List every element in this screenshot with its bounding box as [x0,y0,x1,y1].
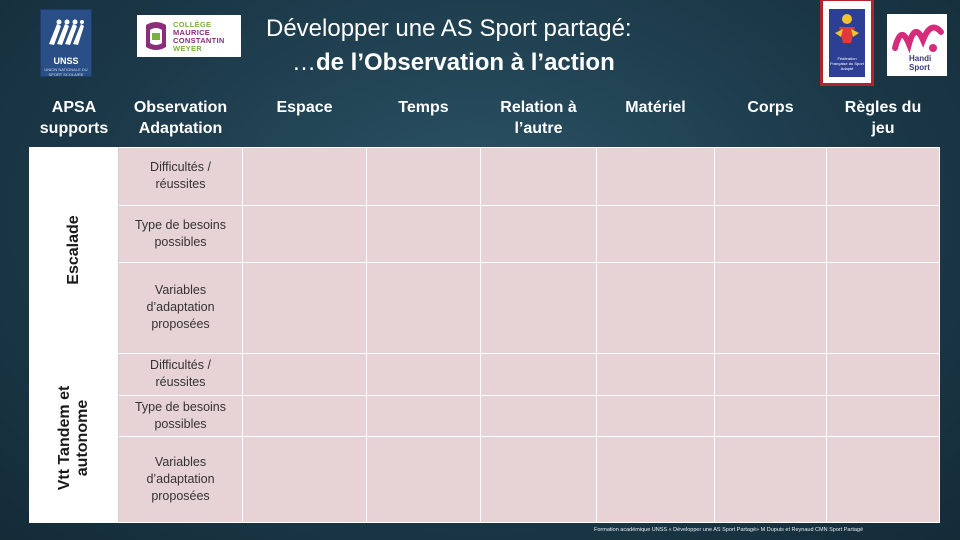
grid-cell[interactable] [242,204,367,263]
college-logo: COLLÈGE MAURICE CONSTANTIN WEYER [137,15,241,57]
footer-credit: Formation académique UNSS « Développer u… [594,527,864,533]
federation-logo: Fédération Française du Sport Adapté [820,0,874,86]
grid-cell[interactable] [242,261,367,354]
row-label-difficultes: Difficultés / réussites [118,352,243,396]
college-emblem-icon [146,22,166,50]
grid-cell[interactable] [366,146,481,206]
college-logo-line4: WEYER [173,44,203,53]
table-row: Variables d’adaptation proposées [30,261,940,354]
table-row: Type de besoins possibles [30,394,940,437]
grid-cell[interactable] [714,204,827,263]
unss-athletes-icon [49,19,84,45]
college-logo-line2: MAURICE [173,28,211,37]
grid-cell[interactable] [714,435,827,523]
handisport-swoosh-icon [892,24,944,54]
grid-cell[interactable] [480,204,597,263]
header-espace: Espace [276,99,333,116]
grid-cell[interactable] [596,261,715,354]
grid-cell[interactable] [826,435,940,523]
header-corps: Corps [747,99,794,116]
college-logo-line1: COLLÈGE [173,20,212,29]
handisport-logo-line1: Handi [909,54,932,63]
handisport-logo-text: Handi Sport [909,54,931,72]
federation-figure-icon [835,14,859,43]
header-observation-adaptation: Observation Adaptation [133,99,228,137]
grid-cell[interactable] [596,352,715,396]
table-row: Vtt Tandem et autonome Difficultés / réuss… [29,352,940,523]
activity-label: Vtt Tandem et autonome [56,385,91,490]
grid-cell[interactable] [480,352,597,396]
grid-cell[interactable] [826,261,940,354]
row-label-difficultes: Difficultés / réussites [118,146,243,206]
grid-cell[interactable] [480,394,597,437]
observation-grid: APSA supports Observation Adaptation Espac… [29,97,940,523]
grid-cell[interactable] [480,435,597,523]
grid-cell[interactable] [242,435,367,523]
grid-cell[interactable] [366,435,481,523]
grid-cell[interactable] [826,146,940,206]
grid-cell[interactable] [242,146,367,206]
row-label-variables: Variables d’adaptation proposées [118,435,243,523]
federation-emblem: Fédération Française du Sport Adapté [829,9,865,77]
handisport-logo: Handi Sport [887,14,947,76]
grid-cell[interactable] [714,394,827,437]
grid-cell[interactable] [596,435,715,523]
grid-cell[interactable] [366,394,481,437]
header-materiel: Matériel [625,99,686,116]
page-title-line1: Développer une AS Sport partagé: [266,15,632,42]
grid-cell[interactable] [366,261,481,354]
unss-logo-text: UNSS [53,56,79,66]
header-temps: Temps [398,99,449,116]
row-label-besoins: Type de besoins possibles [118,394,243,437]
grid-cell[interactable] [242,352,367,396]
grid-cell[interactable] [826,394,940,437]
header-row: APSA supports Observation Adaptation Espac… [30,97,940,147]
grid-cell[interactable] [714,261,827,354]
activity-escalade: Escalade [29,146,119,354]
unss-logo-subtext: UNION NATIONALE DU SPORT SCOLAIRE [44,67,88,77]
grid-cell[interactable] [242,394,367,437]
grid-cell[interactable] [480,261,597,354]
row-label-variables: Variables d’adaptation proposées [118,261,243,354]
page-title-bold: de l’Observation à l’action [316,49,615,76]
unss-logo: UNSS UNION NATIONALE DU SPORT SCOLAIRE [40,9,92,77]
activity-vtt: Vtt Tandem et autonome [29,352,119,523]
grid-cell[interactable] [596,204,715,263]
page-title-prefix: … [292,49,316,76]
table-row: Type de besoins possibles [30,204,940,263]
header-relation: Relation à l’autre [500,99,577,137]
grid-cell[interactable] [714,352,827,396]
page-title-line2: …de l’Observation à l’action [292,49,615,77]
activity-label: Escalade [65,215,82,285]
handisport-logo-line2: Sport [909,63,930,72]
grid-cell[interactable] [480,146,597,206]
grid-cell[interactable] [596,394,715,437]
grid-cell[interactable] [366,352,481,396]
college-logo-line3: CONSTANTIN [173,36,225,45]
grid-cell[interactable] [826,352,940,396]
header-regles: Règles du jeu [844,99,922,137]
federation-logo-text: Fédération Française du Sport Adapté [830,56,864,71]
grid-cell[interactable] [714,146,827,206]
grid-cell[interactable] [826,204,940,263]
table-row: Escalade Difficultés / réussites [29,146,940,354]
table-row: Variables d’adaptation proposées [30,435,940,523]
header-apsa-supports: APSA supports [39,99,109,137]
row-label-besoins: Type de besoins possibles [118,204,243,263]
grid-cell[interactable] [366,204,481,263]
grid-cell[interactable] [596,146,715,206]
